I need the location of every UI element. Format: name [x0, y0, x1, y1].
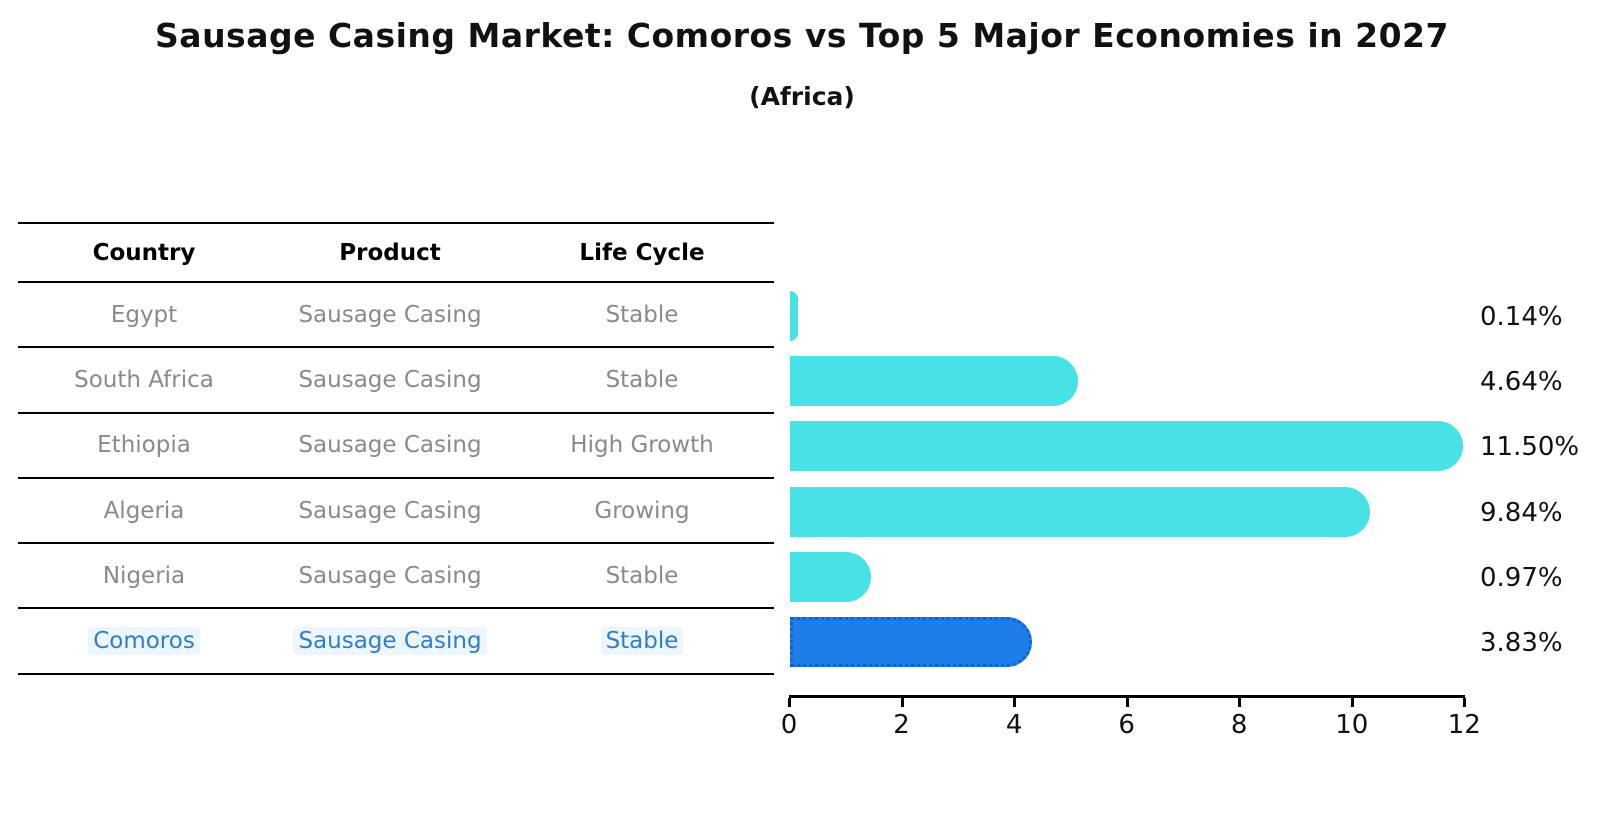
- bar-egypt: [790, 290, 798, 341]
- tick-label: 6: [1118, 710, 1135, 740]
- tick-mark: [1350, 698, 1354, 707]
- chart-subtitle: (Africa): [749, 82, 855, 111]
- column-header-product: Product: [339, 239, 441, 266]
- x-axis-line: [789, 695, 1465, 698]
- tick-mark: [1463, 698, 1467, 707]
- life-cycle-cell: Stable: [605, 366, 679, 393]
- value-label-ethiopia: 11.50%: [1480, 432, 1580, 463]
- value-label-egypt: 0.14%: [1480, 301, 1563, 332]
- table-row-egypt: Egypt Sausage Casing Stable: [18, 283, 774, 349]
- tick-mark: [1013, 698, 1017, 707]
- chart-title: Sausage Casing Market: Comoros vs Top 5 …: [155, 16, 1449, 55]
- table-row-nigeria: Nigeria Sausage Casing Stable: [18, 544, 774, 610]
- life-cycle-cell: Stable: [600, 627, 684, 656]
- tick-label: 8: [1230, 710, 1248, 740]
- value-label-algeria: 9.84%: [1480, 497, 1563, 528]
- tick-mark: [788, 698, 791, 707]
- product-cell: Sausage Casing: [298, 562, 482, 589]
- bar-south-africa: [790, 355, 1078, 406]
- product-cell: Sausage Casing: [298, 366, 482, 393]
- country-cell: Comoros: [88, 627, 200, 656]
- tick-mark: [1238, 698, 1242, 707]
- tick-label: 10: [1335, 710, 1369, 740]
- country-table: Country Product Life Cycle Egypt Sausage…: [18, 222, 774, 675]
- product-cell: Sausage Casing: [298, 301, 482, 328]
- tick-mark: [1125, 698, 1129, 707]
- value-label-comoros: 3.83%: [1480, 628, 1563, 659]
- product-cell: Sausage Casing: [298, 432, 482, 459]
- table-row-comoros: Comoros Sausage Casing Stable: [18, 609, 774, 675]
- country-cell: Nigeria: [102, 562, 186, 589]
- bar-comoros-highlight: [790, 617, 1033, 668]
- bar-ethiopia: [790, 421, 1463, 472]
- product-cell: Sausage Casing: [298, 497, 482, 524]
- tick-label: 2: [893, 710, 910, 740]
- table-row-south-africa: South Africa Sausage Casing Stable: [18, 348, 774, 414]
- value-label-south-africa: 4.64%: [1480, 366, 1563, 397]
- product-cell: Sausage Casing: [293, 627, 487, 656]
- column-header-country: Country: [92, 239, 196, 266]
- country-cell: Egypt: [110, 301, 178, 328]
- column-header-life-cycle: Life Cycle: [579, 239, 705, 266]
- tick-label: 0: [780, 710, 798, 740]
- bar-nigeria: [790, 551, 872, 602]
- life-cycle-cell: High Growth: [570, 432, 714, 459]
- value-label-nigeria: 0.97%: [1480, 562, 1563, 593]
- bar-algeria: [790, 486, 1370, 537]
- table-row-algeria: Algeria Sausage Casing Growing: [18, 479, 774, 545]
- life-cycle-cell: Growing: [594, 497, 690, 524]
- tick-label: 4: [1005, 710, 1023, 740]
- table-row-ethiopia: Ethiopia Sausage Casing High Growth: [18, 414, 774, 479]
- country-cell: South Africa: [74, 366, 214, 393]
- life-cycle-cell: Stable: [605, 562, 679, 589]
- country-cell: Ethiopia: [97, 432, 191, 459]
- table-header-row: Country Product Life Cycle: [18, 222, 774, 283]
- tick-label: 12: [1447, 710, 1481, 740]
- country-cell: Algeria: [103, 497, 185, 524]
- tick-mark: [900, 698, 904, 707]
- life-cycle-cell: Stable: [605, 301, 679, 328]
